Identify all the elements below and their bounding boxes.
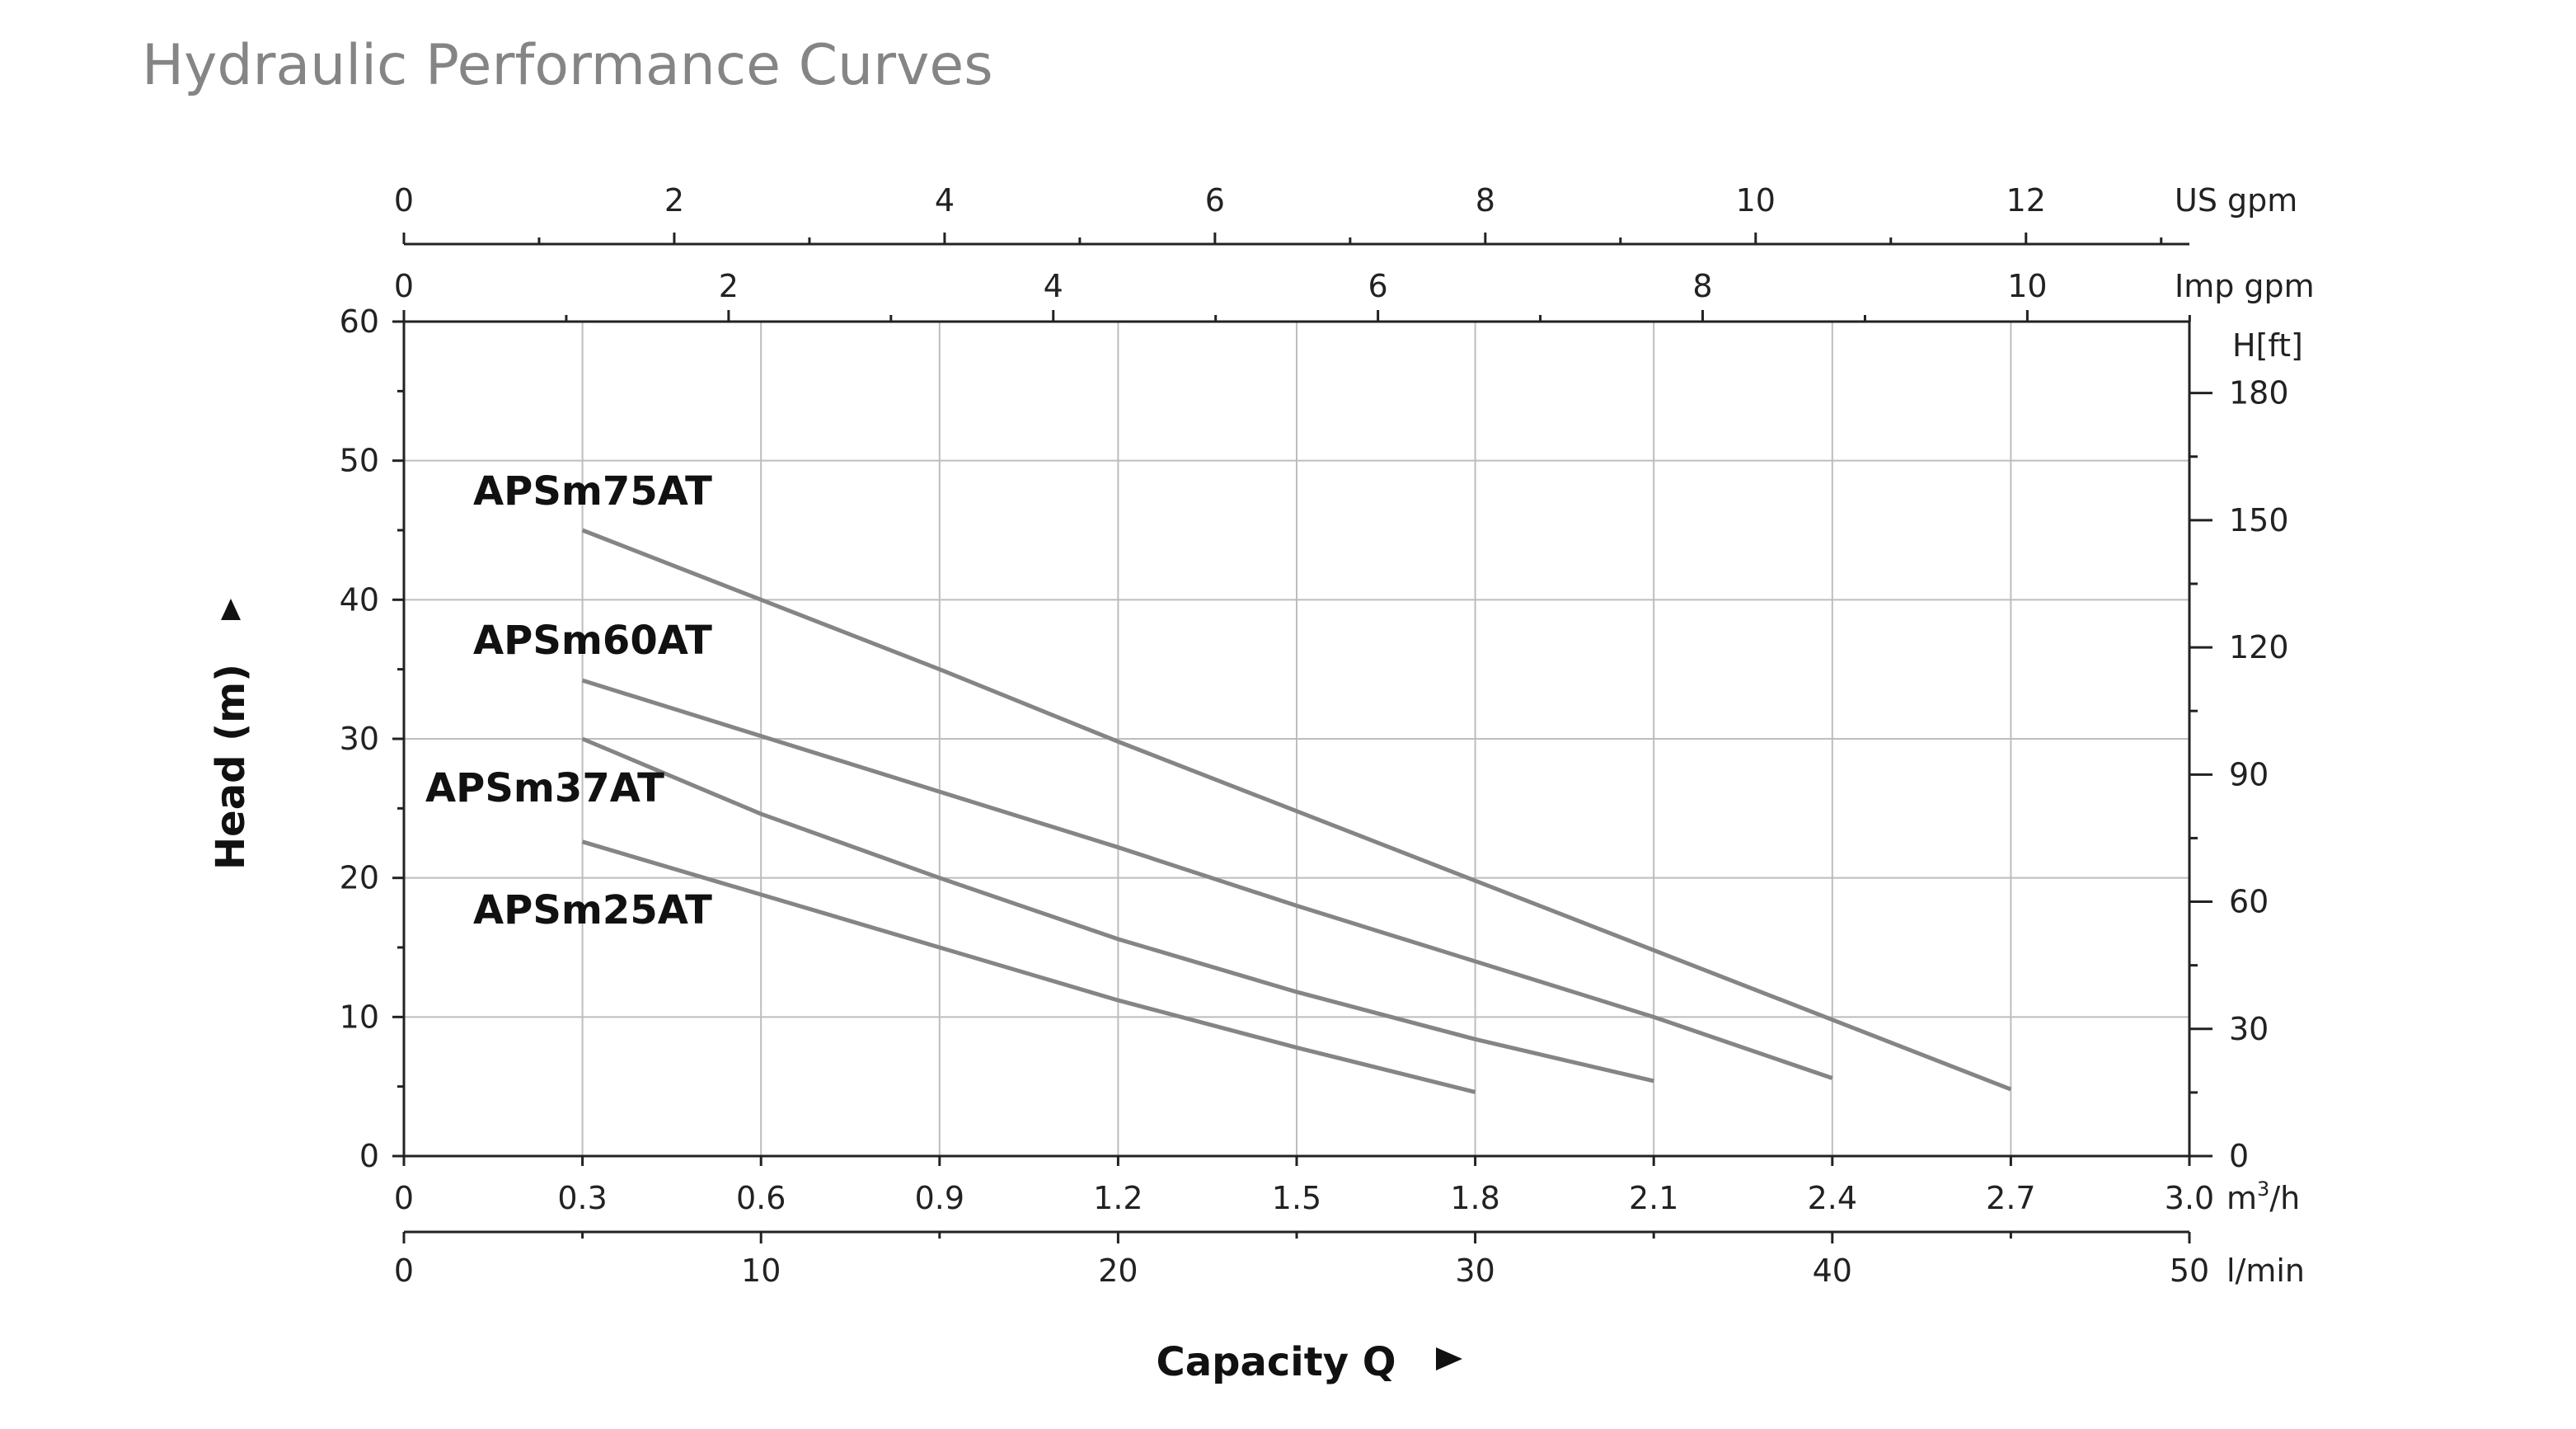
imp-gpm-tick-label: 10 <box>2007 268 2047 304</box>
y-tick-label: 30 <box>340 721 379 757</box>
imp-gpm-tick-label: 0 <box>394 268 414 304</box>
lmin-tick-label: 0 <box>394 1253 414 1289</box>
lmin-tick-label: 30 <box>1455 1253 1494 1289</box>
x-tick-label: 1.5 <box>1272 1180 1321 1216</box>
ft-tick-label: 180 <box>2229 375 2289 411</box>
us-gpm-unit-label: US gpm <box>2175 182 2297 219</box>
x-tick-label: 2.7 <box>1986 1180 2035 1216</box>
series-label-apsm60at: APSm60AT <box>473 618 712 664</box>
curve-apsm75at <box>581 528 2012 1092</box>
ft-tick-label: 60 <box>2229 884 2269 920</box>
curve-apsm37at <box>581 736 1654 1084</box>
us-gpm-tick-label: 6 <box>1205 182 1225 219</box>
x-tick-label: 0 <box>394 1180 414 1216</box>
us-gpm-tick-label: 8 <box>1476 182 1495 219</box>
x-axis-title: Capacity Q <box>1156 1339 1396 1385</box>
x-tick-label: 0.3 <box>557 1180 607 1216</box>
imp-gpm-tick-label: 8 <box>1692 268 1712 304</box>
lmin-tick-label: 20 <box>1098 1253 1138 1289</box>
us-gpm-tick-label: 2 <box>664 182 684 219</box>
y-tick-label: 0 <box>359 1138 379 1174</box>
us-gpm-tick-label: 0 <box>394 182 414 219</box>
x-tick-label: 0.6 <box>736 1180 786 1216</box>
imp-gpm-tick-label: 2 <box>719 268 739 304</box>
x-tick-label: 3.0 <box>2165 1180 2214 1216</box>
y-arrow-icon <box>221 599 241 620</box>
series-label-apsm25at: APSm25AT <box>473 887 712 933</box>
x-unit-label: m3/h <box>2226 1178 2300 1216</box>
us-gpm-tick-label: 10 <box>1736 182 1776 219</box>
x-tick-label: 0.9 <box>915 1180 964 1216</box>
ft-tick-label: 30 <box>2229 1011 2269 1047</box>
lmin-tick-label: 50 <box>2170 1253 2209 1289</box>
curve-apsm60at <box>581 678 1833 1080</box>
ft-tick-label: 0 <box>2229 1138 2249 1174</box>
y-axis-title: Head (m) <box>208 664 254 870</box>
imp-gpm-tick-label: 6 <box>1368 268 1388 304</box>
x-tick-label: 2.1 <box>1629 1180 1678 1216</box>
y-tick-label: 50 <box>340 443 379 479</box>
y-tick-label: 60 <box>340 303 379 340</box>
x-tick-label: 1.2 <box>1093 1180 1143 1216</box>
series-label-apsm37at: APSm37AT <box>425 765 664 811</box>
ft-tick-label: 150 <box>2229 502 2289 538</box>
x-tick-label: 1.8 <box>1450 1180 1499 1216</box>
x-arrow-icon <box>1436 1347 1462 1370</box>
lmin-tick-label: 40 <box>1813 1253 1852 1289</box>
ft-unit-label: H[ft] <box>2232 327 2303 364</box>
y-tick-label: 40 <box>340 581 379 618</box>
y-tick-label: 20 <box>340 860 379 896</box>
us-gpm-tick-label: 4 <box>935 182 955 219</box>
imp-gpm-unit-label: Imp gpm <box>2175 268 2315 304</box>
series-label-apsm75at: APSm75AT <box>473 468 712 515</box>
y-tick-label: 10 <box>340 999 379 1035</box>
chart-title: Hydraulic Performance Curves <box>142 33 993 98</box>
lmin-unit-label: l/min <box>2226 1253 2305 1289</box>
superscript: 3 <box>2257 1178 2269 1201</box>
x-tick-label: 2.4 <box>1808 1180 1857 1216</box>
lmin-tick-label: 10 <box>741 1253 781 1289</box>
curve-apsm25at <box>581 839 1476 1094</box>
unit-rest: /h <box>2269 1180 2300 1216</box>
ft-tick-label: 120 <box>2229 629 2289 665</box>
us-gpm-tick-label: 12 <box>2006 182 2046 219</box>
ft-tick-label: 90 <box>2229 756 2269 792</box>
imp-gpm-tick-label: 4 <box>1044 268 1063 304</box>
